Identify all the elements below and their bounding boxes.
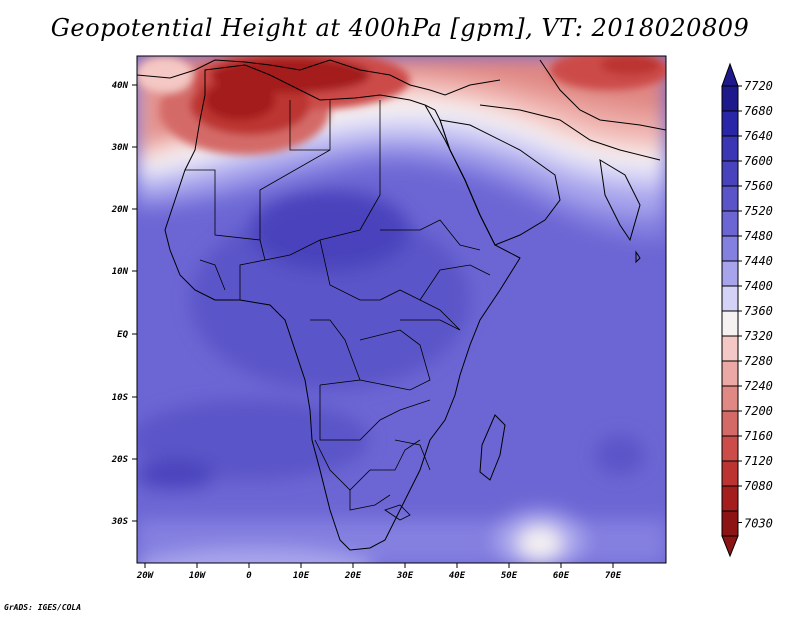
coastlines xyxy=(137,59,666,551)
country-borders xyxy=(185,100,491,521)
colorbar-label-7400: 7400 xyxy=(744,279,773,293)
colorbar-swatch-7080 xyxy=(721,485,739,512)
colorbar-swatch-7120 xyxy=(721,460,739,487)
colorbar-label-7640: 7640 xyxy=(744,129,773,143)
colorbar-label-7160: 7160 xyxy=(744,429,773,443)
lat-label-30s: 30S xyxy=(111,517,129,527)
colorbar-swatch-7200 xyxy=(721,410,739,437)
colorbar-swatch-7240 xyxy=(721,385,739,412)
lon-label-0: 0 xyxy=(246,571,252,581)
lon-label-10w: 10W xyxy=(189,571,207,581)
lon-label-60e: 60E xyxy=(553,571,570,581)
colorbar-label-7720: 7720 xyxy=(744,79,773,93)
lat-label-40n: 40N xyxy=(112,81,129,91)
colorbar-swatch-7160 xyxy=(721,435,739,462)
colorbar-bottom-arrow xyxy=(721,535,739,558)
colorbar-swatch-7520 xyxy=(721,210,739,237)
colorbar-label-7560: 7560 xyxy=(744,179,773,193)
colorbar-label-7440: 7440 xyxy=(744,254,773,268)
colorbar-label-7680: 7680 xyxy=(744,104,773,118)
lon-label-20w: 20W xyxy=(136,571,155,581)
lat-label-20n: 20N xyxy=(111,205,129,215)
lon-label-40e: 40E xyxy=(449,571,466,581)
lat-label-20s: 20S xyxy=(111,455,129,465)
height-field xyxy=(137,56,666,563)
map-title: Geopotential Height at 400hPa [gpm], VT:… xyxy=(50,14,750,42)
colorbar-swatch-7560 xyxy=(721,185,739,212)
colorbar-label-7480: 7480 xyxy=(744,229,773,243)
colorbar-swatch-7320 xyxy=(721,335,739,362)
colorbar-label-7240: 7240 xyxy=(744,379,773,393)
colorbar-swatch-7480 xyxy=(721,235,739,262)
colorbar-label-7030: 7030 xyxy=(744,517,773,531)
colorbar: 7720 7680 7640 7600 7560 7520 7480 7440 7400 7360… xyxy=(721,62,773,558)
colorbar-swatch-7640 xyxy=(721,135,739,162)
lat-label-30n: 30N xyxy=(111,143,129,153)
map-frame xyxy=(136,55,667,564)
colorbar-label-7120: 7120 xyxy=(744,454,773,468)
colorbar-label-7520: 7520 xyxy=(744,204,773,218)
colorbar-swatch-7720 xyxy=(721,85,739,112)
colorbar-swatch-7030 xyxy=(721,510,739,537)
lon-label-10e: 10E xyxy=(293,571,310,581)
colorbar-swatch-7360 xyxy=(721,310,739,337)
grads-credit: GrADS: IGES/COLA xyxy=(4,603,82,612)
colorbar-label-7200: 7200 xyxy=(744,404,773,418)
lat-label-eq: EQ xyxy=(117,330,128,340)
lon-label-30e: 30E xyxy=(396,571,414,581)
colorbar-label-7360: 7360 xyxy=(744,304,773,318)
colorbar-swatch-7600 xyxy=(721,160,739,187)
colorbar-swatch-7280 xyxy=(721,360,739,387)
colorbar-label-7320: 7320 xyxy=(744,329,773,343)
colorbar-top-arrow xyxy=(721,62,739,87)
colorbar-label-7080: 7080 xyxy=(744,479,773,493)
colorbar-swatch-7440 xyxy=(721,260,739,287)
colorbar-label-7600: 7600 xyxy=(744,154,773,168)
lat-label-10n: 10N xyxy=(112,267,129,277)
colorbar-swatch-7680 xyxy=(721,110,739,137)
colorbar-label-7280: 7280 xyxy=(744,354,773,368)
lon-label-70e: 70E xyxy=(605,571,622,581)
colorbar-swatch-7400 xyxy=(721,285,739,312)
lon-label-50e: 50E xyxy=(501,571,518,581)
lat-label-10s: 10S xyxy=(112,393,129,403)
longitude-axis: 20W 10W 0 10E 20E 30E 40E 50E 60E 70E xyxy=(136,563,622,581)
latitude-axis: 40N 30N 20N 10N EQ 10S 20S 30S xyxy=(111,81,137,527)
lon-label-20e: 20E xyxy=(344,571,362,581)
